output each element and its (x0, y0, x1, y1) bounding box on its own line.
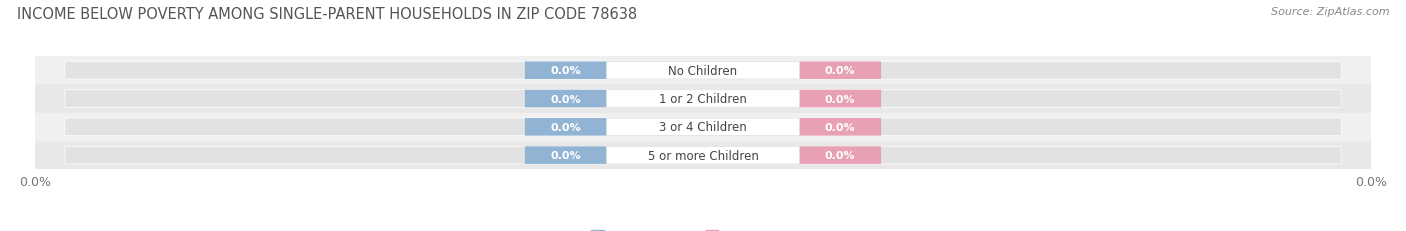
FancyBboxPatch shape (800, 90, 882, 108)
FancyBboxPatch shape (606, 62, 800, 80)
Text: 0.0%: 0.0% (550, 122, 581, 132)
FancyBboxPatch shape (524, 119, 606, 136)
Text: 0.0%: 0.0% (825, 94, 856, 104)
Text: 0.0%: 0.0% (550, 66, 581, 76)
Text: 5 or more Children: 5 or more Children (648, 149, 758, 162)
Text: 0.0%: 0.0% (825, 66, 856, 76)
FancyBboxPatch shape (800, 62, 882, 80)
FancyBboxPatch shape (800, 119, 882, 136)
FancyBboxPatch shape (524, 147, 606, 164)
FancyBboxPatch shape (800, 147, 882, 164)
Legend: Single Father, Single Mother: Single Father, Single Mother (586, 225, 820, 231)
Text: 3 or 4 Children: 3 or 4 Children (659, 121, 747, 134)
Bar (35, 141, 1371, 170)
Text: No Children: No Children (668, 64, 738, 77)
FancyBboxPatch shape (65, 119, 1341, 136)
FancyBboxPatch shape (524, 90, 606, 108)
Bar (35, 85, 1371, 113)
FancyBboxPatch shape (606, 119, 800, 136)
Text: 0.0%: 0.0% (825, 122, 856, 132)
FancyBboxPatch shape (606, 90, 800, 108)
FancyBboxPatch shape (65, 147, 1341, 164)
Text: 0.0%: 0.0% (550, 94, 581, 104)
FancyBboxPatch shape (65, 62, 1341, 80)
Bar (35, 57, 1371, 85)
FancyBboxPatch shape (524, 62, 606, 80)
FancyBboxPatch shape (606, 147, 800, 164)
Text: 0.0%: 0.0% (825, 150, 856, 160)
FancyBboxPatch shape (65, 90, 1341, 108)
Text: INCOME BELOW POVERTY AMONG SINGLE-PARENT HOUSEHOLDS IN ZIP CODE 78638: INCOME BELOW POVERTY AMONG SINGLE-PARENT… (17, 7, 637, 22)
Bar (35, 113, 1371, 141)
Text: 1 or 2 Children: 1 or 2 Children (659, 93, 747, 106)
Text: Source: ZipAtlas.com: Source: ZipAtlas.com (1271, 7, 1389, 17)
Text: 0.0%: 0.0% (550, 150, 581, 160)
